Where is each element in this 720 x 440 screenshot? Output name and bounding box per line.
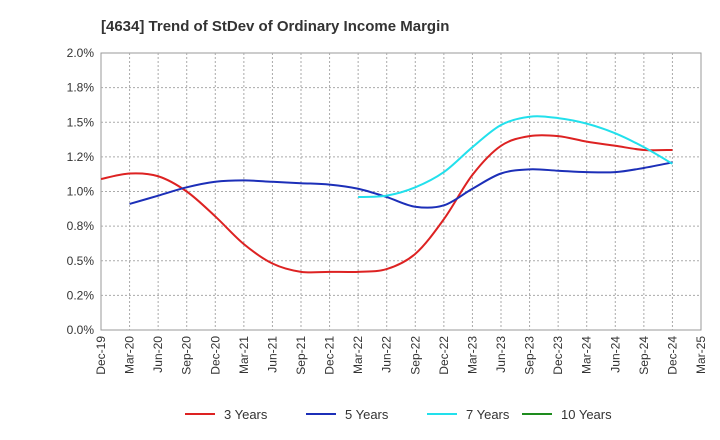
legend-label-7-years: 7 Years — [466, 407, 510, 422]
x-tick-label: Mar-20 — [123, 336, 137, 374]
x-tick-label: Dec-20 — [208, 336, 222, 375]
x-tick-label: Jun-22 — [380, 336, 394, 373]
chart-title: [4634] Trend of StDev of Ordinary Income… — [101, 18, 449, 35]
x-tick-label: Mar-22 — [351, 336, 365, 374]
x-tick-label: Dec-22 — [437, 336, 451, 375]
x-tick-label: Jun-23 — [494, 336, 508, 373]
x-tick-label: Dec-19 — [94, 336, 108, 375]
x-tick-label: Jun-21 — [265, 336, 279, 373]
x-tick-label: Mar-23 — [465, 336, 479, 374]
legend-label-10-years: 10 Years — [561, 407, 612, 422]
legend: 3 Years 5 Years 7 Years 10 Years — [185, 407, 612, 422]
x-tick-label: Sep-24 — [637, 336, 651, 375]
x-tick-label: Mar-24 — [580, 336, 594, 374]
series-line-3-years — [100, 134, 673, 274]
x-tick-label: Dec-24 — [665, 336, 679, 375]
y-tick-label: 1.5% — [67, 115, 95, 129]
x-tick-label: Sep-23 — [523, 336, 537, 375]
x-tick-label: Jun-20 — [151, 336, 165, 373]
x-axis-ticks: Dec-19 Mar-20 Jun-20 Sep-20 Dec-20 Mar-21 Jun-… — [94, 336, 708, 375]
y-tick-label: 1.0% — [67, 185, 95, 199]
x-tick-label: Mar-25 — [694, 336, 708, 374]
y-tick-label: 2.0% — [67, 46, 95, 60]
y-tick-label: 0.2% — [67, 288, 95, 302]
y-axis-ticks: 0.0% 0.2% 0.5% 0.8% 1.0% 1.2% 1.5% 1.8% 2.0% — [67, 46, 95, 337]
y-tick-label: 0.8% — [67, 219, 95, 233]
y-tick-label: 0.0% — [67, 323, 95, 337]
legend-label-5-years: 5 Years — [345, 407, 389, 422]
y-tick-label: 1.2% — [67, 150, 95, 164]
x-tick-label: Sep-21 — [294, 336, 308, 375]
legend-label-3-years: 3 Years — [224, 407, 268, 422]
series-line-7-years — [358, 115, 673, 199]
series-lines — [100, 115, 673, 274]
y-tick-label: 0.5% — [67, 254, 95, 268]
x-tick-label: Mar-21 — [237, 336, 251, 374]
grid-lines — [101, 53, 701, 330]
x-tick-label: Sep-22 — [408, 336, 422, 375]
x-tick-label: Jun-24 — [608, 336, 622, 373]
series-line-5-years — [129, 161, 673, 209]
x-tick-label: Dec-23 — [551, 336, 565, 375]
x-tick-label: Sep-20 — [180, 336, 194, 375]
x-tick-label: Dec-21 — [323, 336, 337, 375]
y-tick-label: 1.8% — [67, 81, 95, 95]
